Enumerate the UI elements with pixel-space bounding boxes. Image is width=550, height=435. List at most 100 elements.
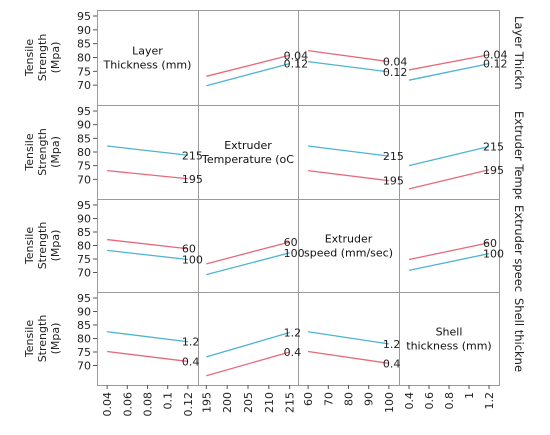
plot-cell-r0-c0 [97, 10, 199, 106]
level-label: 0.04 [383, 56, 408, 69]
row-factor-label: Extruder speec [512, 205, 526, 292]
x-tick-label: 0.6 [423, 392, 436, 410]
interaction-line-high [206, 54, 290, 77]
y-tick-label: 80 [77, 146, 91, 159]
x-tick-label: 0.8 [443, 392, 456, 410]
interaction-line-low [206, 331, 290, 358]
row-factor-label: Layer Thickn [512, 16, 526, 90]
level-label: 215 [483, 141, 504, 154]
y-tick-label: 75 [77, 253, 91, 266]
level-label: 100 [284, 247, 305, 260]
interaction-line-high [408, 54, 490, 71]
y-tick-label: 80 [77, 52, 91, 65]
level-label: 0.12 [483, 58, 508, 71]
level-label: 195 [182, 173, 203, 186]
level-label: 60 [284, 236, 298, 249]
interaction-line-high [107, 169, 188, 180]
plot-cell-r1-c3 [399, 105, 500, 200]
level-label: 60 [182, 243, 196, 256]
factor-name: Extruder Temperature (oC [201, 139, 294, 166]
y-tick-label: 85 [77, 38, 91, 51]
y-tick-label: 70 [77, 173, 91, 186]
y-tick-label: 75 [77, 346, 91, 359]
interaction-line-low [308, 331, 389, 345]
x-tick-label: 195 [200, 392, 213, 413]
level-label: 0.4 [383, 357, 401, 370]
x-tick-label: 60 [302, 392, 315, 406]
interaction-line-low [308, 145, 389, 157]
level-label: 0.04 [483, 49, 508, 62]
interaction-line-high [107, 350, 188, 363]
plot-cell-r0-c2 [298, 10, 400, 106]
y-axis-title: TensileStrength(Mpa) [23, 34, 62, 82]
interaction-line-low [107, 249, 188, 261]
level-label: 1.2 [284, 327, 302, 340]
interaction-line-high [408, 169, 490, 190]
x-tick-label: 100 [383, 392, 396, 413]
factor-name: Extruder speed (mm/sec) [304, 233, 393, 260]
y-tick-label: 90 [77, 213, 91, 226]
level-label: 0.12 [284, 58, 309, 71]
level-label: 60 [483, 237, 497, 250]
plot-cell-r3-c0 [97, 292, 199, 386]
x-tick-label: 80 [343, 392, 356, 406]
y-axis-title: TensileStrength(Mpa) [23, 222, 62, 270]
y-tick-label: 80 [77, 333, 91, 346]
x-tick-label: 0.08 [142, 392, 155, 417]
level-label: 100 [483, 248, 504, 261]
interaction-line-high [107, 238, 188, 250]
x-tick-label: 215 [284, 392, 297, 413]
level-label: 0.4 [284, 346, 302, 359]
x-tick-label: 90 [363, 392, 376, 406]
level-label: 215 [383, 150, 404, 163]
interaction-line-high [308, 169, 389, 182]
plot-cell-r3-c1 [198, 292, 299, 386]
level-label: 215 [182, 149, 203, 162]
y-tick-label: 75 [77, 160, 91, 173]
y-tick-label: 95 [77, 10, 91, 23]
x-tick-label: 0.4 [403, 392, 416, 410]
y-tick-label: 90 [77, 306, 91, 319]
plot-cell-r3-c2 [298, 292, 400, 386]
y-tick-label: 85 [77, 226, 91, 239]
interaction-line-low [408, 62, 490, 81]
y-axis-title: TensileStrength(Mpa) [23, 315, 62, 363]
interaction-line-high [408, 242, 490, 261]
interaction-line-low [206, 62, 290, 87]
y-axis-title: TensileStrength(Mpa) [23, 128, 62, 176]
interaction-line-low [408, 145, 490, 167]
y-tick-label: 70 [77, 360, 91, 373]
level-label: 0.4 [182, 355, 200, 368]
x-tick-label: 0.1 [162, 392, 175, 410]
level-label: 100 [182, 254, 203, 267]
factor-name: Shell thickness (mm) [406, 326, 491, 353]
x-tick-label: 0.06 [121, 392, 134, 417]
x-tick-label: 205 [242, 392, 255, 413]
interaction-line-low [107, 331, 188, 343]
row-factor-label: Extruder Tempe [512, 111, 526, 202]
level-label: 195 [383, 175, 404, 188]
x-tick-label: 1.2 [483, 392, 496, 410]
x-tick-label: 200 [221, 392, 234, 413]
interaction-line-low [107, 145, 188, 156]
y-tick-label: 95 [77, 292, 91, 305]
level-label: 1.2 [383, 338, 401, 351]
x-tick-label: 1 [463, 392, 476, 399]
interaction-line-high [308, 49, 389, 63]
y-tick-label: 85 [77, 319, 91, 332]
plot-cell-r0-c3 [399, 10, 500, 106]
interaction-line-low [408, 252, 490, 271]
level-label: 0.12 [383, 66, 408, 79]
level-label: 1.2 [182, 336, 200, 349]
plot-cell-r2-c3 [399, 199, 500, 293]
plot-cell-r1-c0 [97, 105, 199, 200]
y-tick-label: 85 [77, 132, 91, 145]
interaction-line-high [308, 350, 389, 364]
plot-cell-r3-c3 [399, 292, 500, 386]
plot-cell-r0-c1 [198, 10, 299, 106]
factor-name: Layer Thickness (mm) [103, 45, 192, 72]
x-tick-label: 70 [322, 392, 335, 406]
y-tick-label: 70 [77, 267, 91, 280]
plot-cell-r1-c1 [198, 105, 299, 200]
